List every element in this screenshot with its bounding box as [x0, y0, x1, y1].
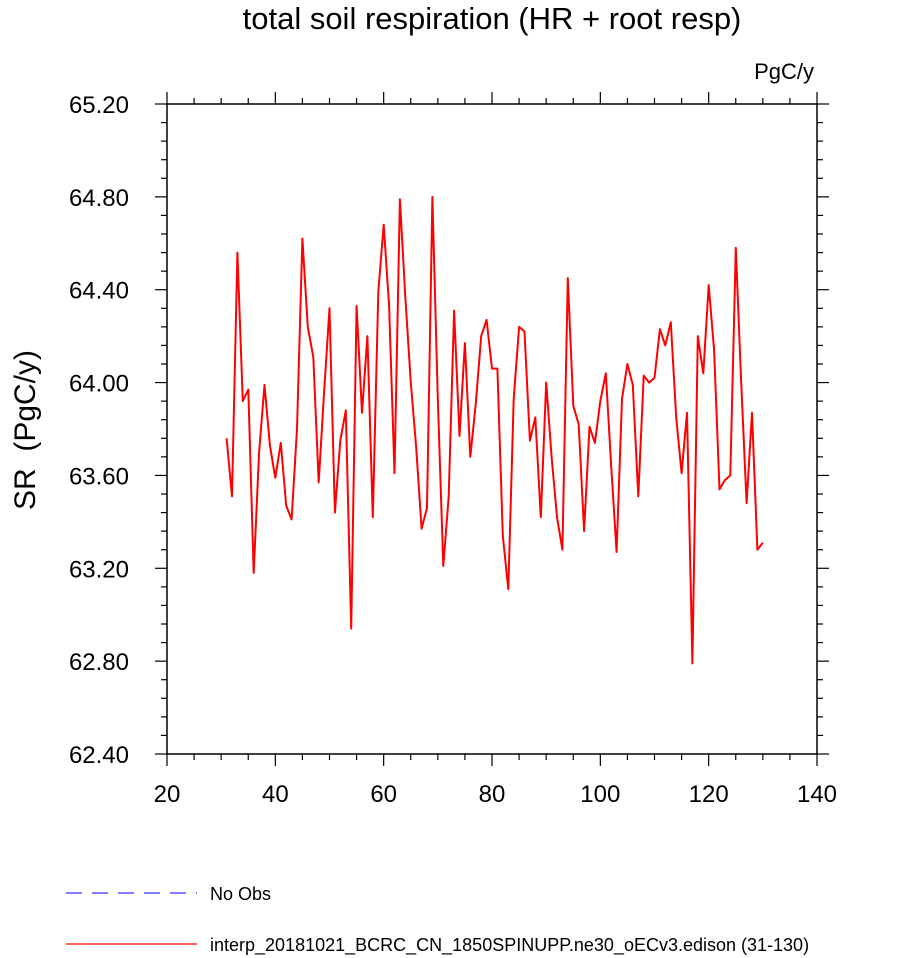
x-tick-label: 80 — [479, 781, 506, 808]
plot-series — [225, 195, 764, 665]
plot-frame — [166, 103, 818, 755]
y-tick-label: 63.20 — [69, 556, 129, 583]
legend: No Obs interp_20181021_BCRC_CN_1850SPINU… — [66, 884, 809, 956]
y-axis: 62.40 62.80 63.20 63.60 64.00 64.40 64.80 65.20 — [69, 92, 129, 769]
x-tick-label: 140 — [797, 781, 837, 808]
legend-label-model-run: interp_20181021_BCRC_CN_1850SPINUPP.ne30… — [210, 935, 809, 956]
x-axis: 20 40 60 80 100 120 140 — [154, 781, 837, 808]
y-tick-label: 65.20 — [69, 92, 129, 119]
x-tick-label: 60 — [370, 781, 397, 808]
x-tick-label: 20 — [154, 781, 181, 808]
x-tick-label: 100 — [580, 781, 620, 808]
y-axis-label: SR (PgC/y) — [9, 350, 42, 510]
chart-title: total soil respiration (HR + root resp) — [243, 1, 742, 36]
y-tick-label: 64.40 — [69, 278, 129, 305]
y-tick-label: 63.60 — [69, 463, 129, 490]
series-line — [225, 195, 764, 665]
y-tick-label: 62.40 — [69, 742, 129, 769]
y-tick-label: 64.00 — [69, 371, 129, 398]
units-label: PgC/y — [754, 59, 814, 84]
x-tick-label: 40 — [262, 781, 289, 808]
y-tick-label: 64.80 — [69, 185, 129, 212]
y-tick-label: 62.80 — [69, 649, 129, 676]
axis-ticks — [155, 92, 829, 766]
legend-label-no-obs: No Obs — [210, 884, 271, 904]
x-tick-label: 120 — [689, 781, 729, 808]
